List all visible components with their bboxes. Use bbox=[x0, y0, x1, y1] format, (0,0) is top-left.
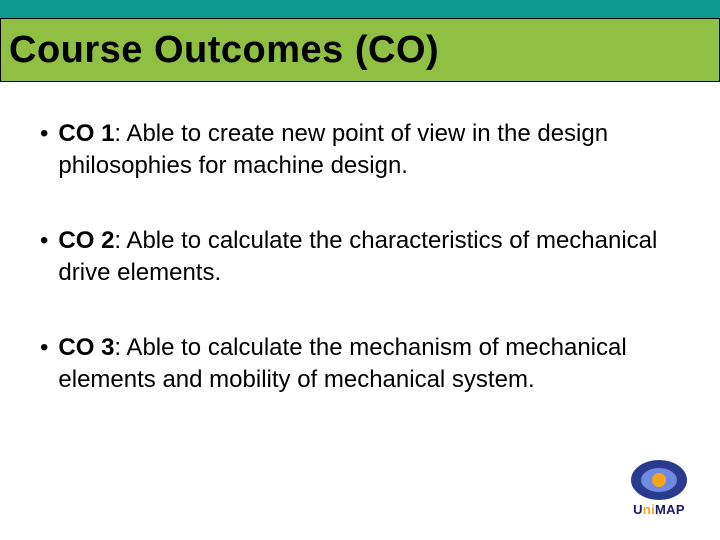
bullet-item: • CO 2: Able to calculate the characteri… bbox=[40, 225, 680, 290]
logo-text: UniMAP bbox=[620, 502, 698, 517]
content-area: • CO 1: Able to create new point of view… bbox=[0, 82, 720, 396]
logo-text-part1: U bbox=[633, 502, 643, 517]
logo-text-mid: ni bbox=[643, 502, 655, 517]
bullet-body: CO 3: Able to calculate the mechanism of… bbox=[58, 332, 680, 397]
bullet-body: CO 1: Able to create new point of view i… bbox=[58, 118, 680, 183]
bullet-item: • CO 3: Able to calculate the mechanism … bbox=[40, 332, 680, 397]
slide-title: Course Outcomes (CO) bbox=[9, 29, 439, 72]
top-accent-bar bbox=[0, 0, 720, 18]
co-text: : Able to calculate the characteristics … bbox=[58, 227, 657, 286]
co-label: CO 3 bbox=[58, 334, 114, 361]
bullet-marker: • bbox=[40, 225, 48, 290]
title-bar: Course Outcomes (CO) bbox=[0, 18, 720, 82]
logo-core-icon bbox=[652, 473, 666, 487]
co-label: CO 2 bbox=[58, 227, 114, 254]
co-label: CO 1 bbox=[58, 120, 114, 147]
logo-oval-inner bbox=[641, 468, 677, 492]
logo-oval-outer bbox=[631, 460, 687, 500]
co-text: : Able to create new point of view in th… bbox=[58, 120, 608, 179]
unimap-logo: UniMAP bbox=[620, 460, 698, 524]
logo-text-part2: MAP bbox=[655, 502, 685, 517]
bullet-marker: • bbox=[40, 118, 48, 183]
bullet-body: CO 2: Able to calculate the characterist… bbox=[58, 225, 680, 290]
bullet-item: • CO 1: Able to create new point of view… bbox=[40, 118, 680, 183]
co-text: : Able to calculate the mechanism of mec… bbox=[58, 334, 626, 393]
bullet-marker: • bbox=[40, 332, 48, 397]
